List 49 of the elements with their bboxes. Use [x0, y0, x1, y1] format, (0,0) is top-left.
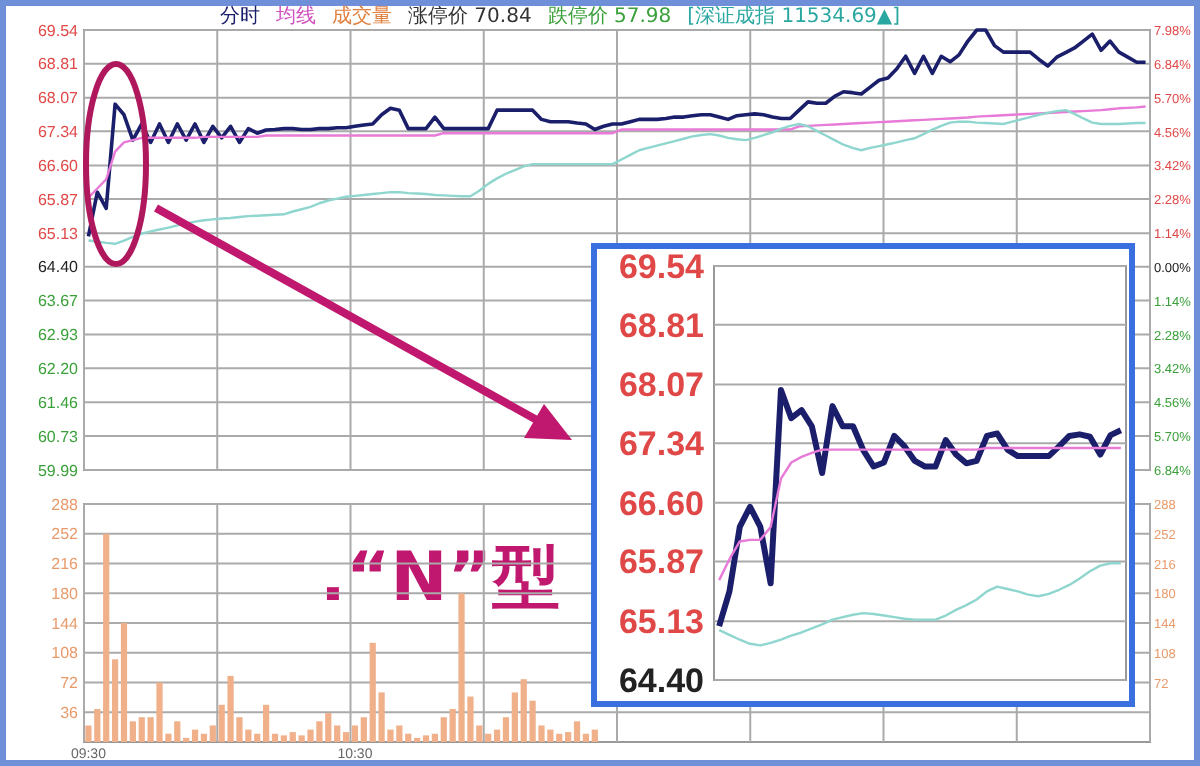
y-tick-label: 62.93: [37, 326, 80, 345]
y-tick-label: 67.34: [37, 122, 80, 141]
line-series: [87, 108, 1147, 245]
y-tick-label: 69.54: [37, 21, 80, 40]
y-tick-label: 62.20: [37, 359, 80, 378]
text: 跌停价 57.98: [547, 4, 672, 28]
y-tick-label: 216: [51, 555, 80, 574]
line-series: [87, 105, 1147, 199]
bar: [191, 729, 199, 742]
y-tick-label: 36: [60, 703, 80, 722]
y-tick-label: 66.60: [618, 484, 704, 523]
text: 涨停价 70.84: [408, 4, 532, 28]
y-tick-label: 59.99: [37, 461, 80, 480]
line-series: [717, 446, 1123, 582]
bar: [200, 733, 208, 742]
y-tick-label: 65.13: [37, 224, 80, 243]
bar: [120, 623, 128, 742]
y-tick-label: 252: [51, 525, 80, 544]
line-series: [716, 387, 1124, 630]
y-tick-label: 68.81: [37, 55, 80, 74]
text: 成交量: [332, 4, 392, 28]
y-tick-label: 69.54: [618, 247, 706, 286]
y-tick-label: 288: [51, 495, 80, 514]
y-tick-label: 67.34: [618, 425, 706, 464]
text: 分时: [220, 4, 260, 28]
y-tick-label: 108: [51, 644, 80, 663]
y-tick-label: 68.07: [618, 366, 704, 405]
y-tick-label: 68.07: [37, 89, 80, 108]
y-tick-label: 65.87: [37, 190, 80, 209]
bar: [342, 732, 350, 742]
y-tick-label: 63.67: [37, 292, 80, 311]
y-tick-label: 60.73: [37, 427, 80, 446]
y-tick-label: 72: [60, 674, 80, 693]
y-tick-label: 180: [51, 584, 80, 603]
y-tick-label: 64.40: [618, 661, 704, 700]
bar: [422, 735, 430, 742]
y-tick-label: 66.60: [37, 157, 80, 176]
text: [深证成指 11534.69▲]: [687, 4, 901, 28]
y-tick-label: 65.87: [618, 543, 704, 582]
y-tick-label: 65.13: [618, 603, 704, 642]
line-series: [717, 562, 1123, 647]
bar: [591, 729, 598, 742]
y-tick-label: 144: [51, 614, 80, 633]
y-tick-label: 64.40: [37, 258, 80, 277]
y-tick-label: 61.46: [37, 393, 80, 412]
y-tick-label: 68.81: [618, 306, 704, 345]
bar: [351, 725, 359, 742]
text: 均线: [274, 4, 316, 28]
bar: [573, 721, 581, 742]
